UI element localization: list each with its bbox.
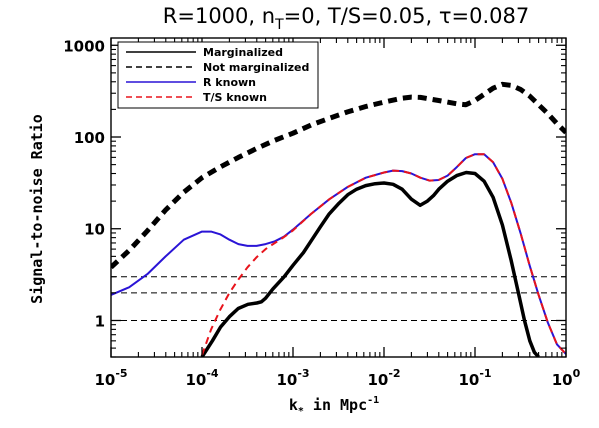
x-tick-label-1: 10-5 — [94, 367, 127, 389]
axis-ticks: 10-5 10-4 10-3 10-2 10-1 100 1 10 100 1000 — [63, 37, 580, 389]
x-tick-label-6: 100 — [552, 367, 581, 389]
y-tick-label-1: 1 — [95, 312, 105, 330]
x-axis-label-subscript: * — [298, 406, 304, 417]
series-line-3 — [111, 153, 566, 355]
x-axis-label-k: k — [289, 396, 298, 414]
y-tick-label-2: 10 — [84, 221, 105, 239]
legend-label-2: Not marginalized — [203, 61, 309, 74]
series-line-1 — [200, 170, 540, 357]
x-axis-label-exponent: -1 — [367, 395, 379, 406]
chart-title: R=1000, nT=0, T/S=0.05, τ=0.087 — [163, 4, 529, 33]
y-axis-label: Signal-to-noise Ratio — [28, 114, 46, 304]
legend: Marginalized Not marginalized R known T/S k… — [117, 41, 319, 109]
x-tick-label-3: 10-3 — [276, 367, 309, 389]
plot-area — [111, 81, 566, 357]
chart-title-part-1: R=1000, n — [163, 4, 275, 28]
y-tick-label-3: 100 — [74, 129, 105, 147]
y-tick-label-4: 1000 — [63, 37, 105, 55]
chart-title-subscript: T — [274, 17, 284, 33]
x-tick-label-5: 10-1 — [458, 367, 491, 389]
legend-label-3: R known — [203, 76, 256, 89]
x-tick-label-2: 10-4 — [185, 367, 218, 389]
series-line-4 — [201, 153, 566, 356]
x-axis-label: k* in Mpc-1 — [289, 395, 379, 417]
x-axis-label-unit: in Mpc — [304, 396, 367, 414]
x-tick-label-4: 10-2 — [367, 367, 400, 389]
series-line-2 — [111, 81, 566, 270]
legend-label-4: T/S known — [203, 91, 267, 104]
chart-title-part-2: =0, T/S=0.05, τ=0.087 — [284, 4, 530, 28]
legend-label-1: Marginalized — [203, 46, 283, 59]
plot-frame — [110, 37, 567, 358]
